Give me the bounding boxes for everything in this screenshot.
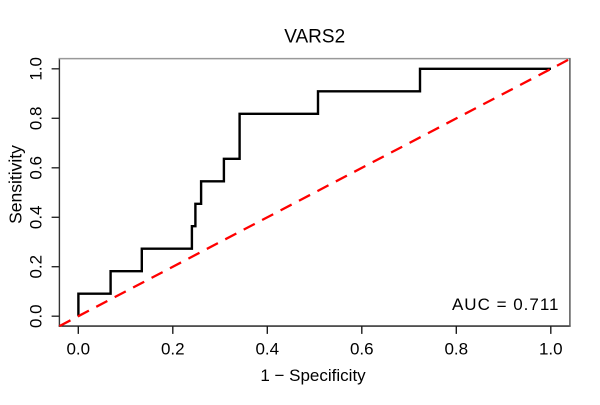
svg-text:1.0: 1.0	[27, 57, 46, 81]
svg-text:0.6: 0.6	[27, 156, 46, 180]
svg-text:0.4: 0.4	[255, 340, 279, 359]
svg-text:0.2: 0.2	[161, 340, 185, 359]
svg-text:0.0: 0.0	[27, 304, 46, 328]
svg-text:AUC = 0.711: AUC = 0.711	[452, 295, 560, 314]
svg-text:Sensitivity: Sensitivity	[6, 145, 26, 224]
svg-text:1.0: 1.0	[539, 340, 563, 359]
svg-text:0.0: 0.0	[66, 340, 90, 359]
svg-text:0.4: 0.4	[27, 205, 46, 229]
svg-text:0.8: 0.8	[27, 106, 46, 130]
svg-text:0.2: 0.2	[27, 255, 46, 279]
svg-text:1 − Specificity: 1 − Specificity	[260, 366, 366, 385]
svg-text:0.6: 0.6	[350, 340, 374, 359]
svg-text:0.8: 0.8	[444, 340, 468, 359]
svg-text:VARS2: VARS2	[284, 27, 345, 48]
